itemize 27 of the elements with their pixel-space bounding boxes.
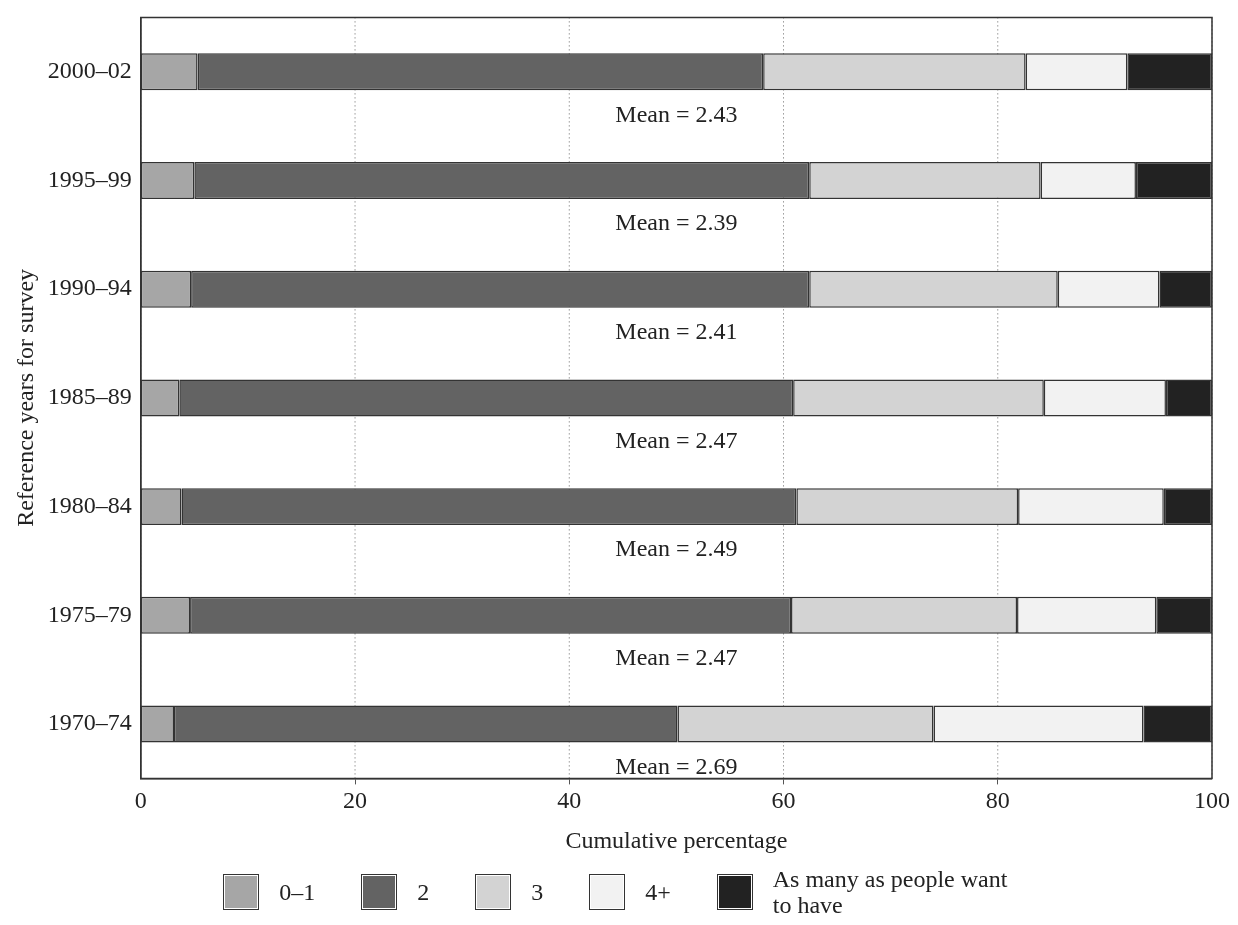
x-tick-label: 40 bbox=[557, 787, 582, 814]
legend-label: 3 bbox=[531, 879, 544, 906]
x-tick-label: 60 bbox=[771, 787, 796, 814]
annotation: Mean = 2.41 bbox=[615, 317, 738, 344]
legend-label: As many as people want to have bbox=[772, 866, 1009, 919]
annotation: Mean = 2.47 bbox=[615, 426, 738, 453]
annotation: Mean = 2.49 bbox=[615, 535, 738, 562]
y-tick-label: 1995–99 bbox=[47, 165, 132, 192]
annotation: Mean = 2.39 bbox=[615, 209, 738, 236]
annotation: Mean = 2.47 bbox=[615, 644, 738, 671]
legend-label: 0–1 bbox=[279, 879, 316, 906]
y-tick-label: 1970–74 bbox=[47, 709, 132, 736]
legend-label: 2 bbox=[417, 879, 430, 906]
x-axis-title: Cumulative percentage bbox=[565, 826, 788, 853]
x-tick-label: 100 bbox=[1194, 787, 1230, 814]
y-tick-label: 1975–79 bbox=[47, 600, 132, 627]
y-tick-label: 1990–94 bbox=[47, 274, 132, 301]
y-tick-label: 1985–89 bbox=[47, 383, 132, 410]
annotation: Mean = 2.43 bbox=[615, 100, 738, 127]
y-axis-title: Reference years for survey bbox=[11, 268, 38, 527]
x-tick-label: 20 bbox=[343, 787, 368, 814]
annotation: Mean = 2.69 bbox=[615, 752, 738, 779]
x-tick-label: 80 bbox=[985, 787, 1010, 814]
legend-label: 4+ bbox=[645, 879, 671, 906]
x-tick-label: 0 bbox=[134, 787, 147, 814]
y-tick-label: 1980–84 bbox=[47, 491, 132, 518]
y-tick-label: 2000–02 bbox=[47, 57, 132, 84]
